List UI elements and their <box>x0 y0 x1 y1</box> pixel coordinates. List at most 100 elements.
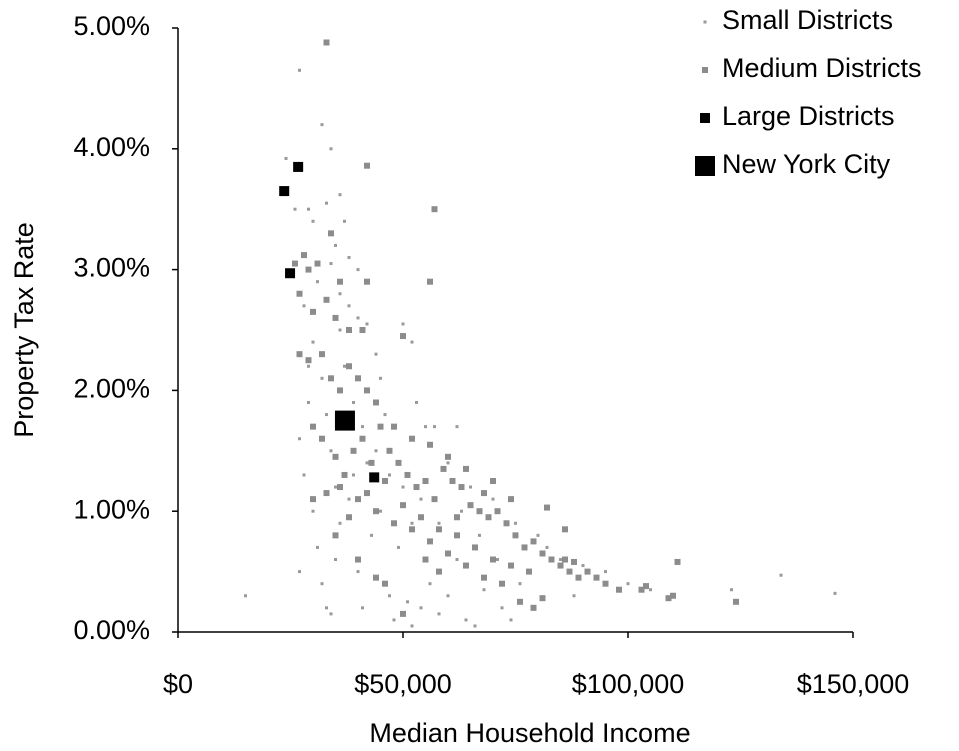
point <box>373 508 379 515</box>
point <box>458 484 465 491</box>
point <box>400 502 406 509</box>
point <box>406 600 409 604</box>
point <box>460 509 463 513</box>
point <box>346 514 352 521</box>
point <box>526 568 532 575</box>
point <box>365 322 369 326</box>
point <box>401 322 405 326</box>
point <box>356 570 360 574</box>
point <box>332 532 339 539</box>
point <box>499 580 505 587</box>
point <box>337 278 343 285</box>
point <box>365 461 369 465</box>
y-tick-label: 1.00% <box>73 494 150 524</box>
point <box>316 545 319 549</box>
point <box>338 521 342 525</box>
point <box>298 437 301 441</box>
point <box>338 292 342 296</box>
point <box>437 521 441 525</box>
point <box>311 509 315 513</box>
point <box>643 583 649 590</box>
point <box>431 496 438 503</box>
point <box>562 556 568 563</box>
point <box>454 532 460 539</box>
point <box>356 316 360 320</box>
point <box>364 278 370 285</box>
y-tick-label: 4.00% <box>73 132 150 162</box>
point <box>518 582 522 586</box>
point <box>352 400 355 404</box>
point <box>472 544 478 551</box>
point <box>545 545 549 549</box>
point <box>481 574 487 581</box>
point <box>581 564 585 568</box>
legend-label: Small Districts <box>722 5 893 35</box>
point <box>355 496 361 503</box>
point <box>311 340 315 344</box>
point <box>409 435 415 442</box>
point <box>323 39 330 46</box>
point <box>343 364 346 368</box>
legend-marker <box>700 113 710 123</box>
point <box>310 308 316 315</box>
point <box>415 400 418 404</box>
point <box>509 618 513 622</box>
point <box>293 161 304 172</box>
point <box>307 207 310 211</box>
point <box>338 193 342 197</box>
point <box>730 588 733 592</box>
point <box>293 207 297 211</box>
point <box>476 508 483 515</box>
point <box>307 364 310 368</box>
point <box>292 260 298 267</box>
point <box>307 400 310 404</box>
point <box>397 545 400 549</box>
point <box>508 496 514 503</box>
point <box>413 484 420 491</box>
point <box>244 594 247 598</box>
point <box>446 461 450 465</box>
y-tick-label: 0.00% <box>73 615 150 645</box>
point <box>310 423 316 430</box>
point <box>334 485 337 489</box>
point <box>379 376 382 380</box>
point <box>455 558 459 562</box>
point <box>530 538 537 545</box>
point <box>481 490 487 497</box>
point <box>329 147 333 151</box>
point <box>347 497 351 501</box>
point <box>382 478 388 484</box>
point <box>422 478 429 484</box>
point <box>419 606 423 610</box>
point <box>593 574 600 581</box>
point <box>320 582 324 586</box>
point <box>388 594 391 598</box>
point <box>496 558 499 562</box>
point <box>301 252 307 259</box>
point <box>395 459 402 466</box>
point <box>284 156 288 160</box>
point <box>410 340 414 344</box>
point <box>559 558 562 562</box>
point <box>500 606 504 610</box>
point <box>409 526 415 533</box>
point <box>302 304 306 308</box>
point <box>428 582 432 586</box>
point <box>364 387 370 394</box>
legend-label: Medium Districts <box>722 53 922 83</box>
point <box>388 473 391 477</box>
point <box>445 453 451 460</box>
point <box>370 533 373 537</box>
point <box>332 314 339 321</box>
point <box>305 266 312 273</box>
point <box>433 425 436 429</box>
legend-label: Large Districts <box>722 101 895 131</box>
point <box>285 268 296 279</box>
point <box>329 612 333 616</box>
point <box>337 387 343 394</box>
point <box>491 497 495 501</box>
point <box>548 556 555 563</box>
point <box>379 509 382 513</box>
point <box>571 558 577 565</box>
